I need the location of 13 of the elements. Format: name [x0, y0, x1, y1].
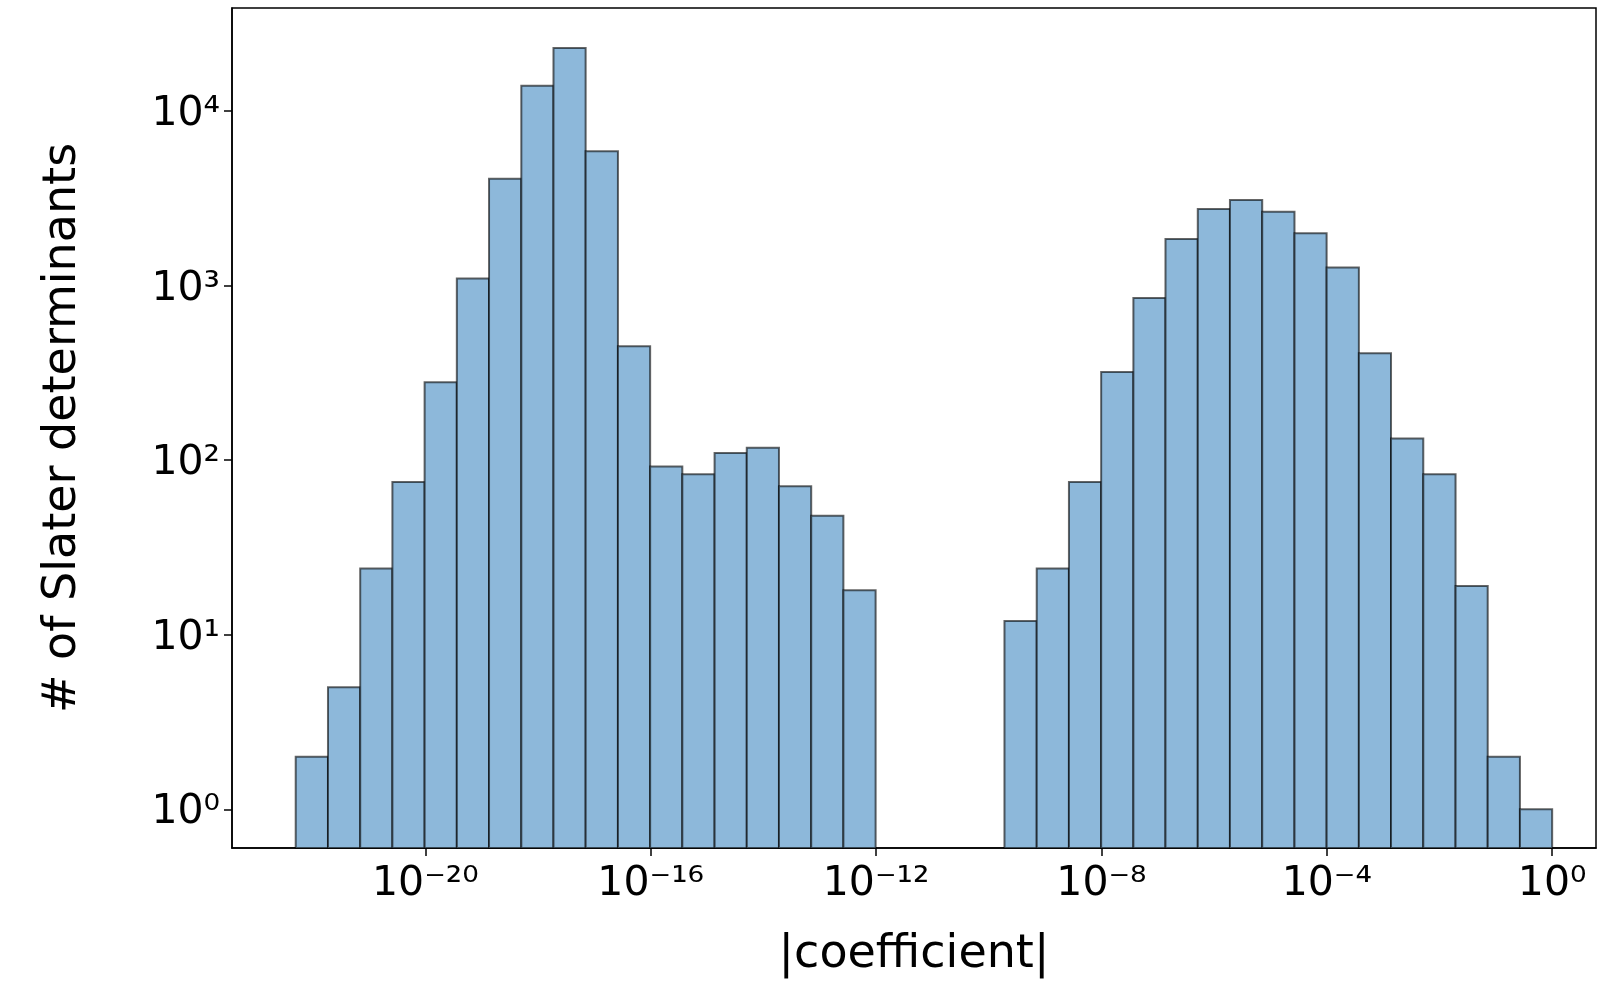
x-tick-label: 10⁻²⁰ — [372, 856, 479, 905]
x-tick-label: 10⁻⁴ — [1281, 856, 1372, 905]
y-tick-label: 10² — [151, 436, 220, 485]
y-axis-title: # of Slater determinants — [32, 142, 86, 714]
x-tick-label: 10⁻⁸ — [1056, 856, 1147, 905]
x-tick-label: 10⁻¹² — [822, 856, 930, 905]
x-tick-label: 10⁰ — [1517, 856, 1587, 905]
y-tick-label: 10⁴ — [151, 87, 220, 136]
y-tick-label: 10⁰ — [151, 785, 220, 834]
x-tick-label: 10⁻¹⁶ — [597, 856, 705, 905]
x-axis-title: |coefficient| — [778, 924, 1050, 979]
y-tick-label: 10¹ — [151, 610, 220, 659]
y-tick-label: 10³ — [151, 261, 220, 310]
